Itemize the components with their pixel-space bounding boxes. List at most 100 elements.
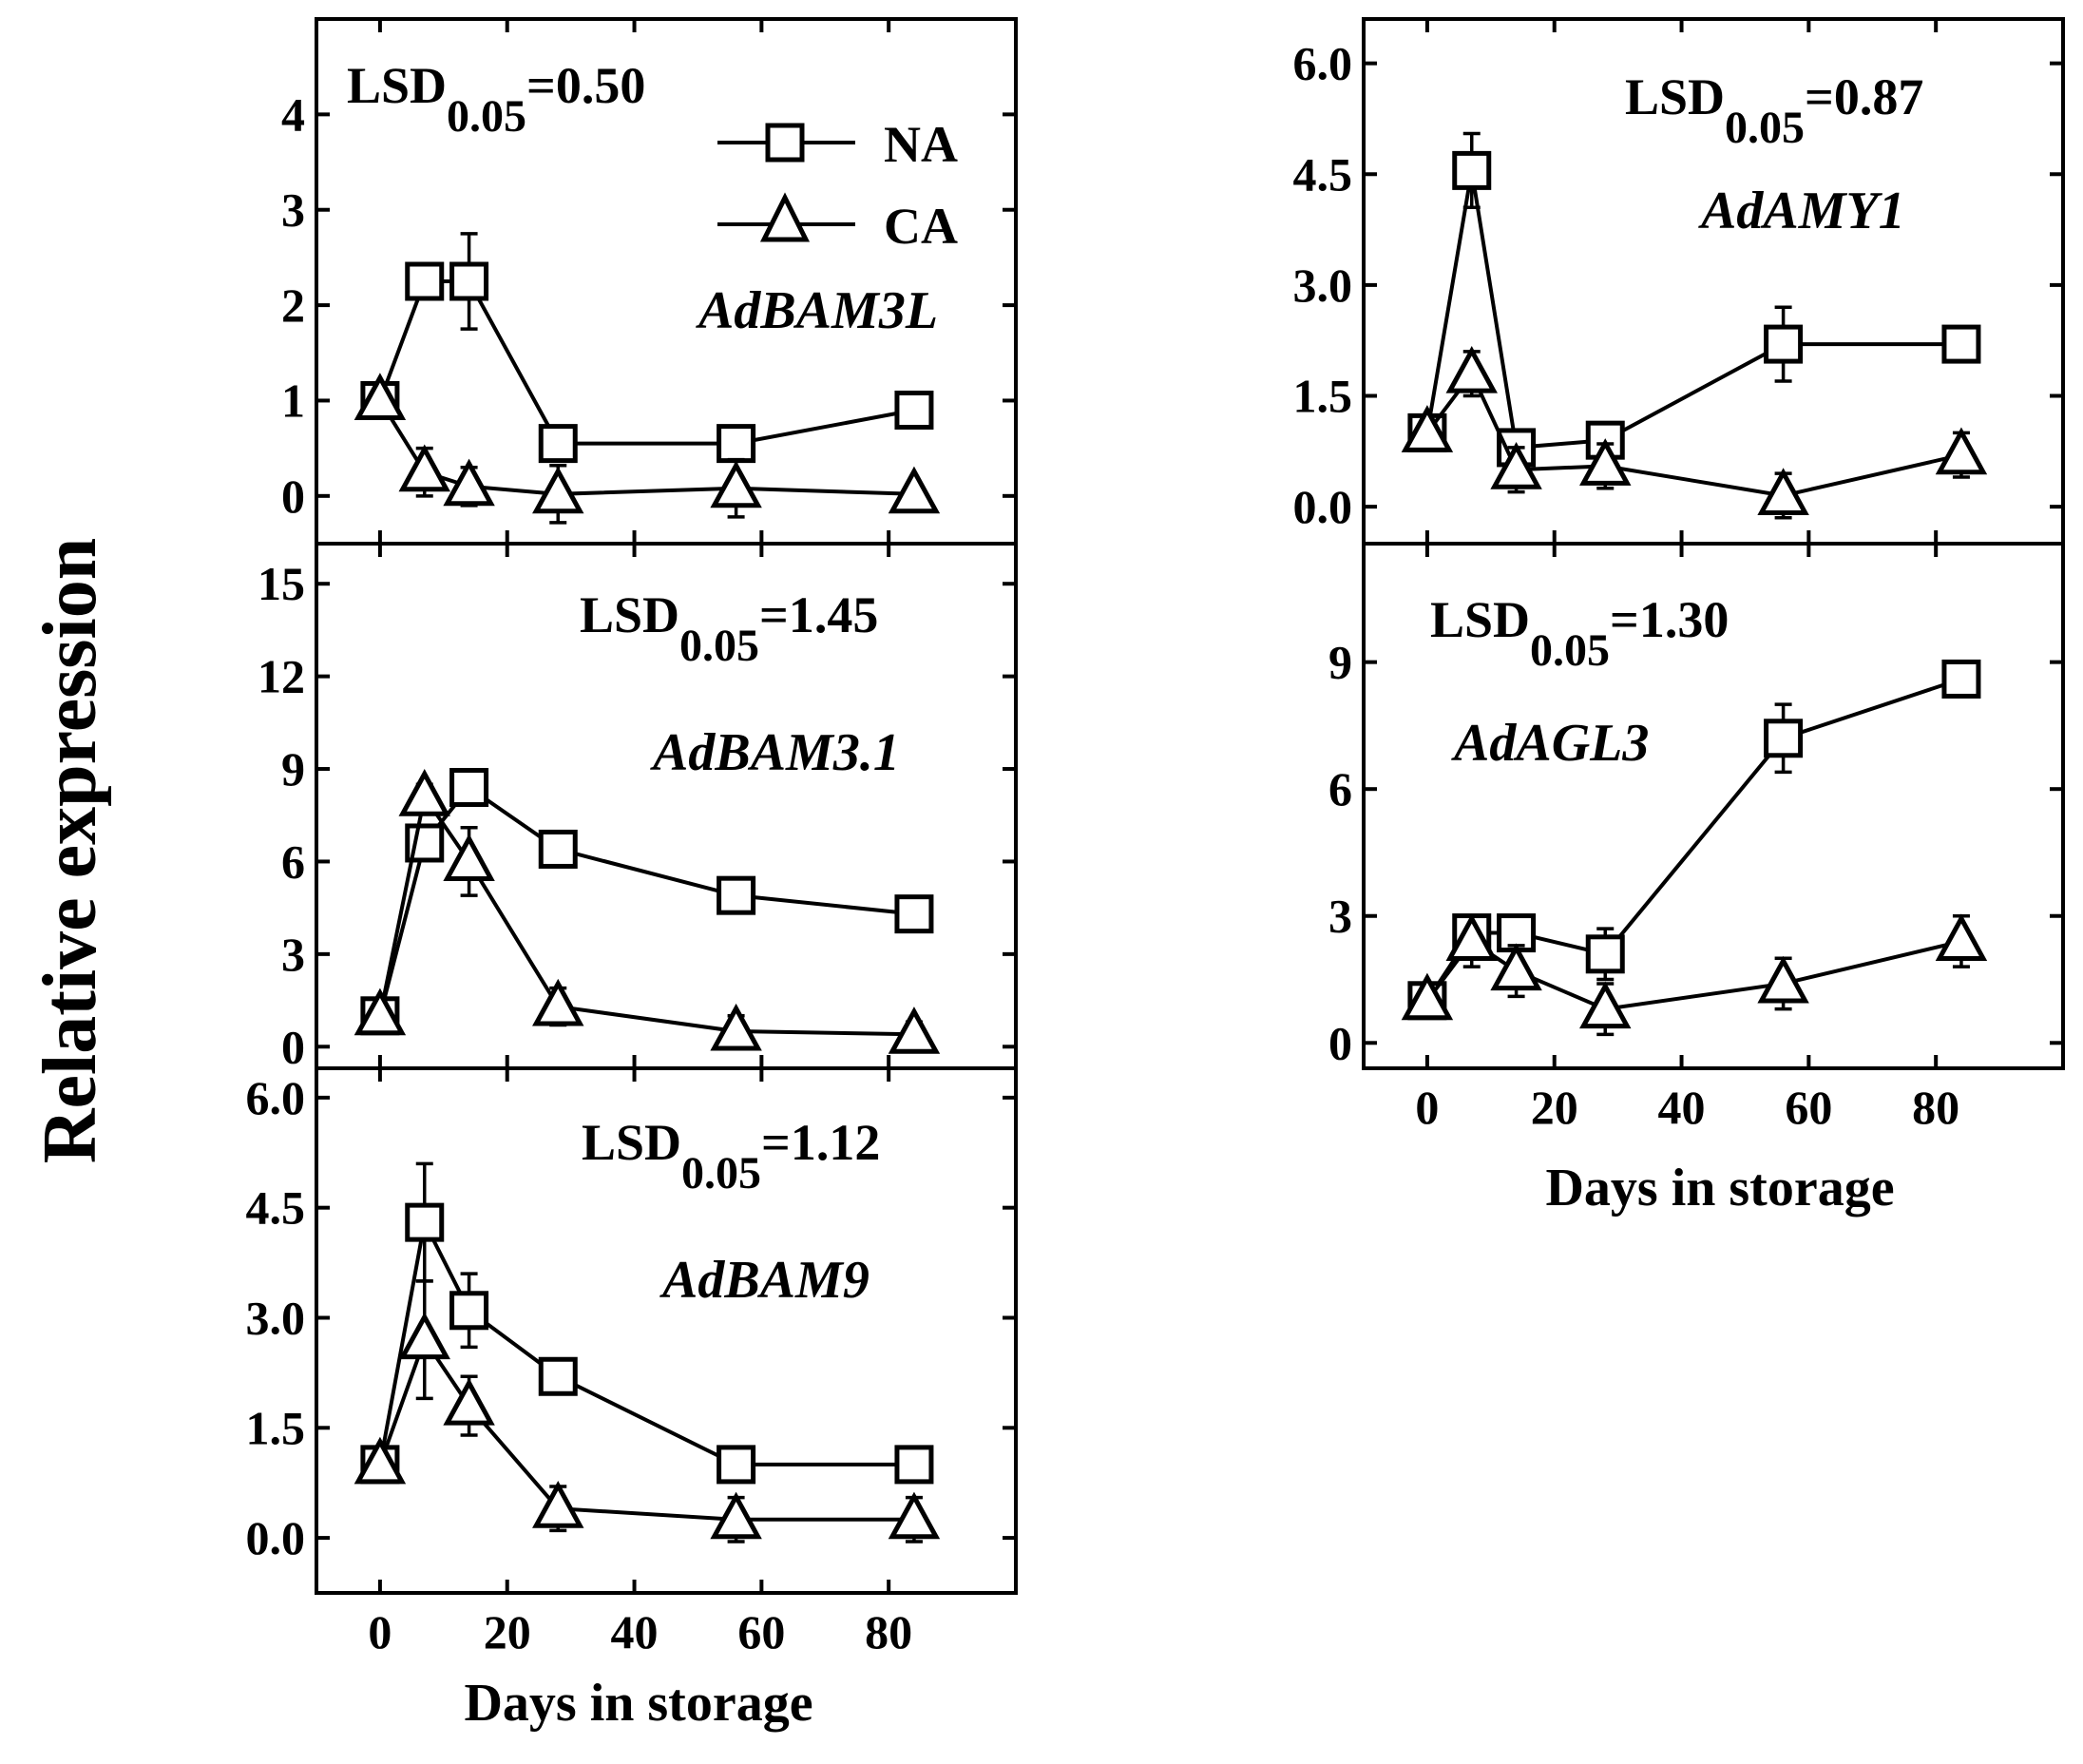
- adbam9-ca-point: [710, 1491, 762, 1540]
- adbam9-lsd-annotation: LSD0.05=1.12: [582, 1114, 880, 1198]
- adbam3-1-na-line: [377, 784, 915, 1017]
- adbam9-na-point: [717, 1445, 756, 1485]
- panel-frame-agl3: [1362, 542, 2065, 1070]
- adagl3-xtick-label: 20: [1531, 1081, 1578, 1134]
- adbam3l-na-point: [894, 390, 934, 430]
- adbam3l-na-point: [717, 424, 756, 464]
- adbam3-1-ytick-label: 15: [258, 557, 305, 610]
- adbam3l-ca-point: [888, 466, 941, 514]
- adamy1-gene-label: AdAMY1: [1698, 182, 1905, 240]
- adbam3l-ytick-label: 1: [281, 374, 305, 427]
- adagl3-ca-point: [1445, 913, 1498, 961]
- adamy1-ytick-label: 3.0: [1293, 259, 1353, 312]
- adamy1-ca-point: [1490, 442, 1542, 489]
- adbam9-ytick-label: 0.0: [246, 1511, 306, 1564]
- adbam9-ca-point: [443, 1377, 495, 1426]
- adbam3-1-na-point: [894, 894, 934, 934]
- adagl3-xtick-label: 0: [1415, 1081, 1439, 1134]
- panel-frame-bam9: [315, 1066, 1018, 1595]
- adamy1-na-line: [1424, 170, 1961, 451]
- adamy1-ytick-label: 0.0: [1293, 480, 1353, 533]
- adbam3-1-ytick-label: 9: [281, 742, 305, 796]
- adagl3-xtick-label: 40: [1658, 1081, 1706, 1134]
- adbam3-1-ytick-label: 6: [281, 834, 305, 888]
- adbam3-1-lsd-annotation: LSD0.05=1.45: [580, 586, 878, 671]
- adagl3-xtick-label: 80: [1912, 1081, 1959, 1134]
- adagl3-na-point: [1941, 659, 1981, 699]
- adbam3-1-na-point: [405, 823, 445, 863]
- legend-label-ca: CA: [884, 198, 958, 255]
- adagl3-ytick-label: 9: [1328, 636, 1352, 689]
- adbam3-1-ca-point: [398, 769, 450, 816]
- adbam3l-ca-point: [354, 373, 407, 420]
- adbam3-1-na-point: [538, 829, 578, 869]
- panel-adagl3: 0 3 6 9 0 20 40 60 80 LSD0.05=1.30 AdAGL3: [1328, 544, 2063, 1134]
- legend-label-na: NA: [884, 116, 958, 173]
- adagl3-xtick-label: 60: [1785, 1081, 1832, 1134]
- adagl3-ca-point: [1579, 981, 1632, 1029]
- adbam9-xtick-label: 0: [368, 1605, 392, 1659]
- adagl3-gene-label: AdAGL3: [1451, 714, 1649, 773]
- y-axis-label: Relative expression: [29, 538, 112, 1163]
- adbam9-na-point: [449, 1291, 489, 1331]
- adamy1-na-point: [1941, 324, 1981, 364]
- adbam3-1-na-point: [449, 768, 489, 808]
- adbam3l-lsd-annotation: LSD0.05=0.50: [347, 57, 645, 142]
- adagl3-ca-point: [1757, 955, 1809, 1004]
- adbam9-xtick-label: 80: [865, 1605, 912, 1659]
- adbam9-ca-line: [378, 1335, 914, 1522]
- adbam9-gene-label: AdBAM9: [659, 1251, 870, 1310]
- adamy1-ca-point: [1757, 468, 1809, 515]
- adamy1-na-point: [1764, 324, 1804, 364]
- adbam9-xtick-label: 40: [611, 1605, 659, 1659]
- adbam9-ytick-label: 1.5: [246, 1401, 306, 1454]
- adamy1-ytick-label: 6.0: [1293, 37, 1353, 90]
- adbam9-na-point: [538, 1356, 578, 1396]
- legend: NA CA: [717, 116, 958, 255]
- adbam9-ca-point: [888, 1491, 941, 1540]
- adamy1-lsd-annotation: LSD0.05=0.87: [1625, 68, 1923, 153]
- adagl3-ytick-label: 6: [1328, 762, 1352, 815]
- adbam9-xtick-label: 60: [737, 1605, 785, 1659]
- adbam3l-ytick-label: 2: [281, 278, 305, 332]
- adagl3-ytick-label: 0: [1328, 1016, 1352, 1069]
- adamy1-ca-point: [1935, 427, 1988, 475]
- adbam9-ca-point: [354, 1436, 407, 1485]
- adamy1-ca-point: [1445, 345, 1498, 393]
- panel-adbam9: 0.0 1.5 3.0 4.5 6.0 0 20 40 60 80 LSD0.05=1.12 AdBA…: [246, 1068, 1016, 1659]
- adbam3-1-gene-label: AdBAM3.1: [650, 723, 900, 782]
- adagl3-lsd-annotation: LSD0.05=1.30: [1430, 591, 1729, 676]
- adbam3l-na-line: [378, 279, 915, 446]
- panel-adbam3l: 0 1 2 3 4 LSD0.05=0.50 AdBAM3L: [281, 19, 1016, 544]
- adamy1-ca-point: [1401, 405, 1454, 452]
- adbam9-ytick-label: 3.0: [246, 1291, 306, 1344]
- adbam3l-na-point: [538, 424, 578, 464]
- adbam3-1-ca-point: [710, 1003, 762, 1051]
- adbam3-1-ca-point: [532, 978, 584, 1026]
- panel-adbam3-1: 0 3 6 9 12 15 LSD0.05=1.45 AdBAM3.1: [258, 544, 1016, 1073]
- adbam3l-ytick-label: 3: [281, 183, 305, 237]
- adbam9-ca-point: [398, 1312, 450, 1360]
- adamy1-ytick-label: 1.5: [1293, 370, 1353, 423]
- adbam9-ca-point: [532, 1481, 584, 1528]
- adbam3-1-ca-point: [888, 1007, 941, 1054]
- adbam3l-na-point: [405, 261, 445, 301]
- adagl3-na-point: [1764, 719, 1804, 758]
- legend-triangle-icon: [759, 192, 811, 242]
- adbam3-1-ca-point: [443, 834, 495, 881]
- adbam9-na-point: [894, 1445, 934, 1485]
- adbam9-ytick-label: 6.0: [246, 1071, 306, 1124]
- adbam9-xtick-label: 20: [484, 1605, 531, 1659]
- adbam3-1-ytick-label: 12: [258, 650, 305, 703]
- adbam9-na-point: [405, 1202, 445, 1242]
- adagl3-na-point: [1585, 934, 1625, 974]
- adbam3-1-ca-point: [354, 987, 407, 1036]
- adbam3l-gene-label: AdBAM3L: [696, 281, 938, 340]
- adbam3l-ca-point: [532, 466, 584, 514]
- adbam9-ytick-label: 4.5: [246, 1181, 306, 1235]
- adamy1-ca-point: [1579, 438, 1632, 486]
- adagl3-ca-point: [1935, 913, 1988, 961]
- adagl3-ca-point: [1490, 943, 1542, 991]
- adbam3l-ca-point: [710, 460, 762, 508]
